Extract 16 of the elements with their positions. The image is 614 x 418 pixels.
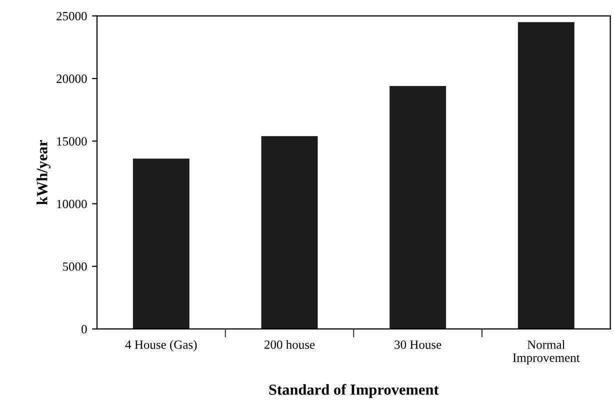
bar: [390, 86, 446, 329]
y-axis-title: kWh/year: [36, 140, 50, 205]
x-tick-label: 200 house: [264, 340, 315, 349]
bar: [518, 22, 574, 329]
x-tick-label: 30 House: [394, 340, 442, 349]
y-tick-label: 20000: [56, 74, 87, 83]
y-tick-label: 0: [82, 324, 87, 334]
x-tick-label: 4 House (Gas): [125, 340, 197, 352]
x-axis-title: Standard of Improvement: [269, 384, 439, 398]
x-tick-label: Normal Improvement: [512, 340, 580, 364]
y-tick-label: 10000: [57, 200, 87, 208]
bar: [261, 136, 318, 329]
y-tick-label: 5000: [63, 262, 87, 271]
y-tick-label: 15000: [57, 137, 87, 146]
bar: [132, 158, 190, 329]
y-tick-label: 25000: [56, 12, 87, 20]
